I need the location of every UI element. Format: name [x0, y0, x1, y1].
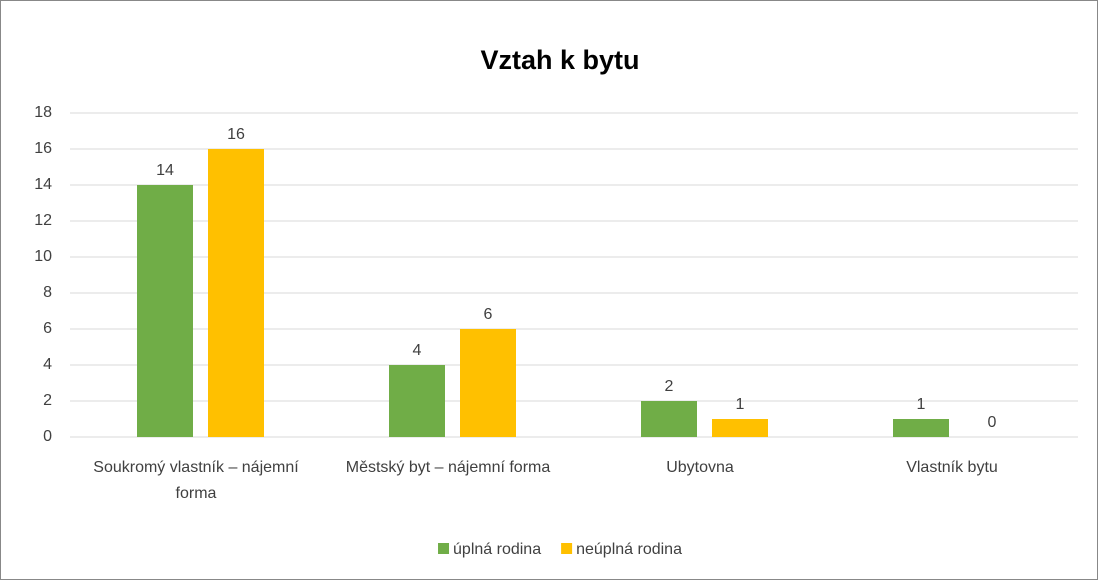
chart-title: Vztah k bytu — [480, 45, 639, 75]
bar — [893, 419, 949, 437]
y-tick-label: 8 — [43, 284, 52, 301]
data-label: 16 — [227, 126, 245, 143]
y-tick-label: 10 — [34, 248, 52, 265]
data-label: 1 — [736, 396, 745, 413]
data-label: 14 — [156, 162, 174, 179]
data-label: 2 — [665, 378, 674, 395]
y-tick-label: 14 — [34, 176, 52, 193]
y-tick-label: 2 — [43, 392, 52, 409]
bar — [712, 419, 768, 437]
y-tick-label: 18 — [34, 104, 52, 121]
x-tick-label: Ubytovna — [666, 459, 734, 476]
bar — [389, 365, 445, 437]
data-label: 0 — [988, 414, 997, 431]
legend-label: neúplná rodina — [576, 541, 682, 558]
x-tick-label: Soukromý vlastník – nájemní forma — [93, 459, 299, 502]
bar — [208, 149, 264, 437]
x-tick-label: Městský byt – nájemní forma — [345, 459, 551, 476]
data-label: 4 — [413, 342, 422, 359]
y-tick-label: 0 — [43, 428, 52, 445]
y-tick-label: 4 — [43, 356, 52, 373]
bar — [641, 401, 697, 437]
y-tick-label: 12 — [34, 212, 52, 229]
bar — [137, 185, 193, 437]
y-tick-label: 16 — [34, 140, 52, 157]
legend-label: úplná rodina — [453, 541, 541, 558]
data-label: 1 — [917, 396, 926, 413]
y-tick-label: 6 — [43, 320, 52, 337]
data-label: 6 — [484, 306, 493, 323]
x-tick-label: Vlastník bytu — [906, 459, 998, 476]
legend-swatch — [561, 543, 573, 554]
legend-swatch — [438, 543, 450, 554]
bar — [460, 329, 516, 437]
